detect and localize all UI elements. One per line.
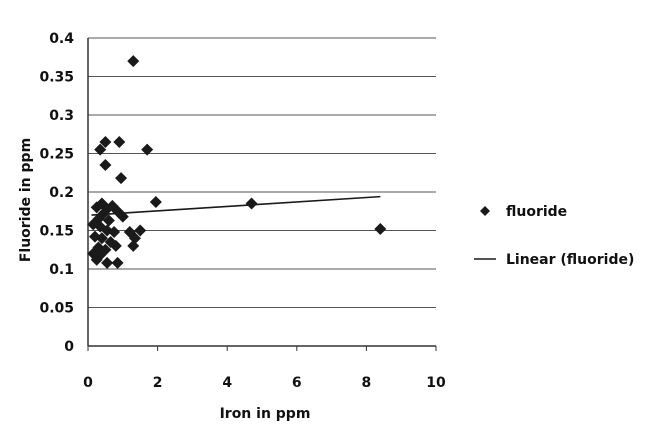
data-point [108,226,121,239]
x-tick-label: 6 [292,375,302,391]
x-tick-label: 10 [426,375,446,391]
y-tick-label: 0.05 [39,301,74,317]
y-tick-label: 0.35 [39,70,74,86]
data-point [149,196,162,209]
data-point [90,253,103,266]
x-tick-label: 2 [153,375,163,391]
data-point [94,143,107,156]
y-tick-label: 0.25 [39,147,74,163]
data-point [127,55,140,68]
axes [87,38,437,351]
x-tick-label: 8 [362,375,372,391]
y-tick-label: 0.3 [49,108,74,124]
legend-label: fluoride [506,204,567,220]
trendline-layer [91,195,381,216]
y-tick-label: 0.2 [49,185,74,201]
y-tick-label: 0.1 [49,262,74,278]
data-point [116,210,129,223]
y-tick-label: 0 [64,339,74,355]
data-point [127,239,140,252]
data-point [102,214,115,227]
legend: fluoride Linear (fluoride) [474,204,634,268]
data-point [245,197,258,210]
data-point [374,222,387,235]
x-axis-title: Iron in ppm [220,406,311,422]
x-tick-label: 4 [222,375,232,391]
data-point [95,232,108,245]
data-point [115,172,128,185]
data-point [111,256,124,269]
data-point [94,249,107,262]
data-point [99,135,112,148]
y-axis-title: Fluoride in ppm [18,138,34,262]
x-tick-label: 0 [83,375,93,391]
y-tick-label: 0.15 [39,224,74,240]
data-point [109,239,122,252]
legend-label: Linear (fluoride) [506,252,634,268]
data-point [141,143,154,156]
data-point [97,207,110,220]
y-tick-label: 0.4 [49,31,74,47]
data-points [87,55,387,269]
grid-lines [88,37,436,308]
data-point [101,256,114,269]
data-point [113,135,126,148]
trendline [91,195,381,216]
legend-diamond-swatch [480,206,490,216]
data-point [99,159,112,172]
data-point [134,224,147,237]
tick-labels: 0 0.05 0.1 0.15 0.2 0.25 0.3 0.35 0.4 0 2 4 6 8 10 [39,31,446,391]
